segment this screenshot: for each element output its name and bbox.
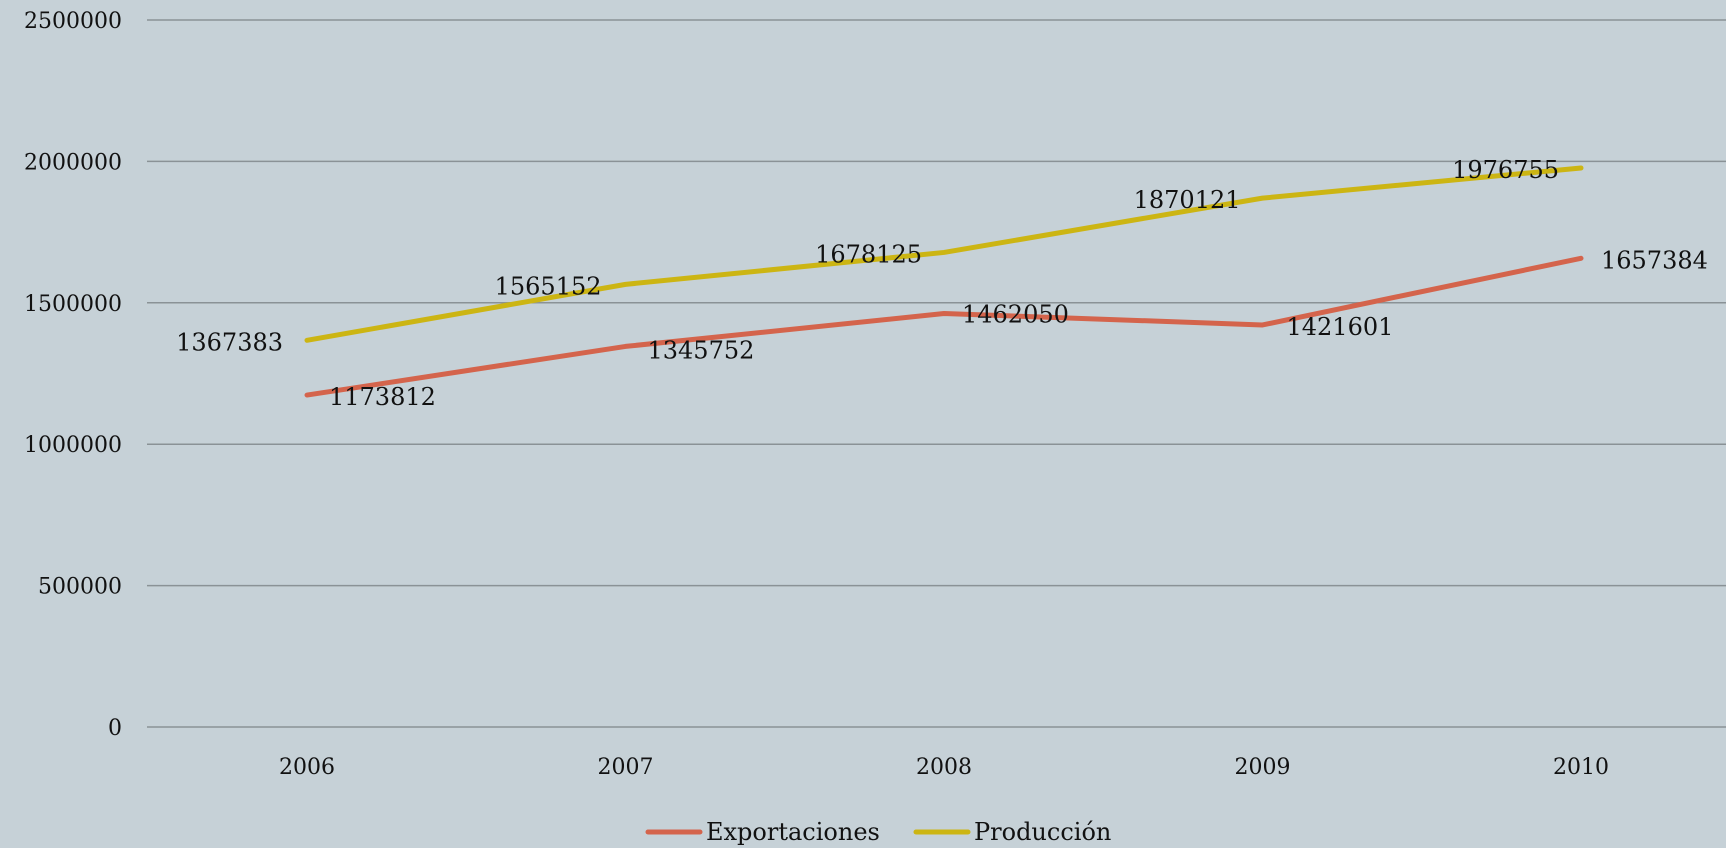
legend-item-exportaciones: Exportaciones [645, 818, 880, 846]
data-label: 1870121 [1134, 186, 1241, 214]
data-labels: 1173812 1345752 1462050 1421601 1657384 13673… [176, 156, 1708, 411]
x-tick-label: 2006 [279, 755, 335, 780]
series-line-produccion [304, 165, 1584, 343]
x-tick-label: 2010 [1553, 755, 1609, 780]
legend-item-produccion: Producción [913, 818, 1111, 846]
y-tick-label: 1500000 [24, 292, 122, 317]
y-tick-label: 0 [108, 716, 122, 741]
y-tick-label: 500000 [38, 575, 122, 600]
series-line-exportaciones [304, 255, 1584, 398]
x-tick-label: 2007 [598, 755, 654, 780]
y-tick-label: 2500000 [24, 9, 122, 34]
x-tick-label: 2008 [916, 755, 972, 780]
data-label: 1367383 [176, 328, 283, 356]
y-tick-label: 2000000 [24, 150, 122, 175]
data-label: 1976755 [1452, 156, 1559, 184]
gridlines [147, 19, 1726, 728]
data-label: 1421601 [1287, 313, 1394, 341]
data-label: 1345752 [648, 336, 755, 364]
series-lines [304, 165, 1584, 398]
x-tick-label: 2009 [1235, 755, 1291, 780]
x-axis-tick-labels: 2006 2007 2008 2009 2010 [279, 755, 1609, 780]
legend: Exportaciones Producción [645, 818, 1111, 846]
data-label: 1173812 [329, 383, 436, 411]
legend-label: Exportaciones [706, 818, 880, 846]
data-label: 1657384 [1601, 246, 1708, 274]
data-label: 1678125 [815, 240, 922, 268]
y-axis-tick-labels: 0 500000 1000000 1500000 2000000 2500000 [24, 9, 122, 741]
data-label: 1462050 [962, 301, 1069, 329]
data-label: 1565152 [495, 272, 602, 300]
legend-label: Producción [974, 818, 1111, 846]
y-tick-label: 1000000 [24, 433, 122, 458]
